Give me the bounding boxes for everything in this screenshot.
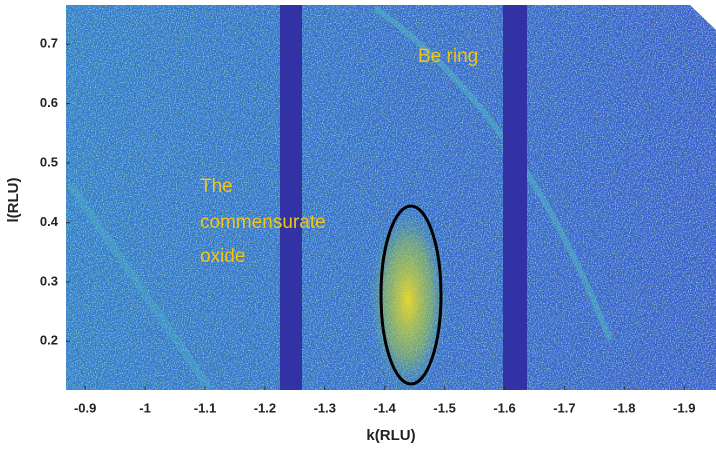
y-tick-label: 0.4 [40, 214, 59, 229]
y-tick-label: 0.2 [40, 333, 58, 348]
annotation: oxide [200, 246, 245, 267]
x-tick-label: -1.5 [433, 400, 455, 415]
annotation: commensurate [200, 212, 326, 233]
y-tick-label: 0.3 [40, 273, 58, 288]
x-tick-label: -1.2 [254, 400, 276, 415]
x-tick-label: -1.4 [374, 400, 397, 415]
x-tick-label: -1.7 [553, 400, 575, 415]
x-tick-label: -1.6 [493, 400, 515, 415]
x-tick-label: -1.8 [613, 400, 635, 415]
x-tick-label: -1.9 [673, 400, 695, 415]
x-tick-label: -1.1 [194, 400, 216, 415]
highlight-ellipse [379, 204, 443, 386]
y-tick-label: 0.7 [40, 36, 58, 51]
x-axis-label: k(RLU) [366, 427, 415, 444]
x-tick-label: -1.3 [314, 400, 336, 415]
x-tick-label: -0.9 [74, 400, 96, 415]
annotation: Be ring [418, 46, 478, 67]
y-axis-label: l(RLU) [5, 178, 22, 223]
annotation: The [200, 176, 233, 197]
intensity-map [66, 5, 716, 390]
y-tick-label: 0.5 [40, 154, 58, 169]
y-tick-label: 0.6 [40, 95, 58, 110]
x-tick-label: -1 [139, 400, 151, 415]
